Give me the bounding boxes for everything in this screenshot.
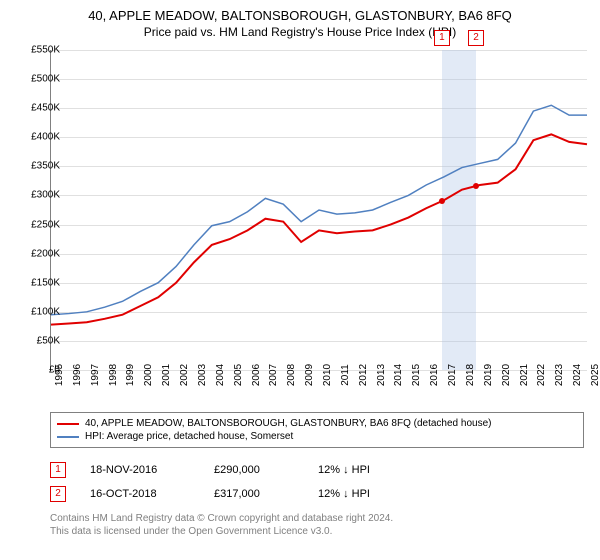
x-tick-label: 2003 — [197, 364, 208, 386]
x-tick-label: 2019 — [483, 364, 494, 386]
y-tick-label: £400K — [16, 132, 60, 143]
footer-line1: Contains HM Land Registry data © Crown c… — [50, 512, 393, 525]
event-price: £290,000 — [214, 464, 294, 476]
chart-container: 40, APPLE MEADOW, BALTONSBOROUGH, GLASTO… — [0, 0, 600, 560]
x-tick-label: 2009 — [304, 364, 315, 386]
event-change: 12% ↓ HPI — [318, 488, 370, 500]
x-tick-label: 2004 — [215, 364, 226, 386]
x-tick-label: 1996 — [72, 364, 83, 386]
x-tick-label: 2001 — [161, 364, 172, 386]
x-tick-label: 2021 — [519, 364, 530, 386]
legend-swatch — [57, 423, 79, 425]
chart-title: 40, APPLE MEADOW, BALTONSBOROUGH, GLASTO… — [0, 0, 600, 23]
event-marker-box: 2 — [468, 30, 484, 46]
series-hpi — [51, 105, 587, 314]
x-tick-label: 2005 — [233, 364, 244, 386]
x-tick-label: 2011 — [340, 364, 351, 386]
x-tick-label: 2018 — [465, 364, 476, 386]
y-tick-label: £300K — [16, 190, 60, 201]
x-tick-label: 2022 — [536, 364, 547, 386]
legend-swatch — [57, 436, 79, 438]
x-tick-label: 2023 — [554, 364, 565, 386]
legend-label: HPI: Average price, detached house, Some… — [85, 431, 293, 442]
y-tick-label: £450K — [16, 103, 60, 114]
x-tick-label: 2008 — [286, 364, 297, 386]
x-tick-label: 2010 — [322, 364, 333, 386]
event-dot — [473, 183, 479, 189]
x-tick-label: 2013 — [376, 364, 387, 386]
event-dot — [439, 198, 445, 204]
x-tick-label: 2017 — [447, 364, 458, 386]
y-tick-label: £150K — [16, 277, 60, 288]
event-date: 16-OCT-2018 — [90, 488, 190, 500]
y-tick-label: £250K — [16, 219, 60, 230]
x-tick-label: 2000 — [143, 364, 154, 386]
event-date: 18-NOV-2016 — [90, 464, 190, 476]
x-tick-label: 1998 — [108, 364, 119, 386]
x-tick-label: 2002 — [179, 364, 190, 386]
y-tick-label: £550K — [16, 45, 60, 56]
event-price: £317,000 — [214, 488, 294, 500]
event-number-box: 1 — [50, 462, 66, 478]
footer-attribution: Contains HM Land Registry data © Crown c… — [50, 512, 393, 538]
x-tick-label: 2024 — [572, 364, 583, 386]
event-table: 1 18-NOV-2016 £290,000 12% ↓ HPI 2 16-OCT-201… — [50, 458, 370, 506]
footer-line2: This data is licensed under the Open Gov… — [50, 525, 393, 538]
legend-row: 40, APPLE MEADOW, BALTONSBOROUGH, GLASTO… — [57, 417, 577, 430]
line-chart-svg — [51, 50, 587, 370]
y-tick-label: £100K — [16, 306, 60, 317]
event-row: 1 18-NOV-2016 £290,000 12% ↓ HPI — [50, 458, 370, 482]
y-tick-label: £50K — [16, 335, 60, 346]
event-marker-box: 1 — [434, 30, 450, 46]
x-tick-label: 2006 — [251, 364, 262, 386]
plot-area: 12 1995199619971998199920002001200220032… — [50, 50, 587, 371]
x-tick-label: 2015 — [411, 364, 422, 386]
chart-subtitle: Price paid vs. HM Land Registry's House … — [0, 23, 600, 45]
legend-row: HPI: Average price, detached house, Some… — [57, 430, 577, 443]
y-tick-label: £500K — [16, 74, 60, 85]
x-tick-label: 2014 — [393, 364, 404, 386]
x-tick-label: 1999 — [125, 364, 136, 386]
x-tick-label: 2020 — [501, 364, 512, 386]
event-change: 12% ↓ HPI — [318, 464, 370, 476]
legend: 40, APPLE MEADOW, BALTONSBOROUGH, GLASTO… — [50, 412, 584, 448]
x-tick-label: 2012 — [358, 364, 369, 386]
y-tick-label: £200K — [16, 248, 60, 259]
event-row: 2 16-OCT-2018 £317,000 12% ↓ HPI — [50, 482, 370, 506]
x-tick-label: 2007 — [268, 364, 279, 386]
event-number-box: 2 — [50, 486, 66, 502]
x-tick-label: 2016 — [429, 364, 440, 386]
y-tick-label: £0 — [16, 365, 60, 376]
x-tick-label: 1997 — [90, 364, 101, 386]
legend-label: 40, APPLE MEADOW, BALTONSBOROUGH, GLASTO… — [85, 418, 491, 429]
x-tick-label: 2025 — [590, 364, 600, 386]
y-tick-label: £350K — [16, 161, 60, 172]
